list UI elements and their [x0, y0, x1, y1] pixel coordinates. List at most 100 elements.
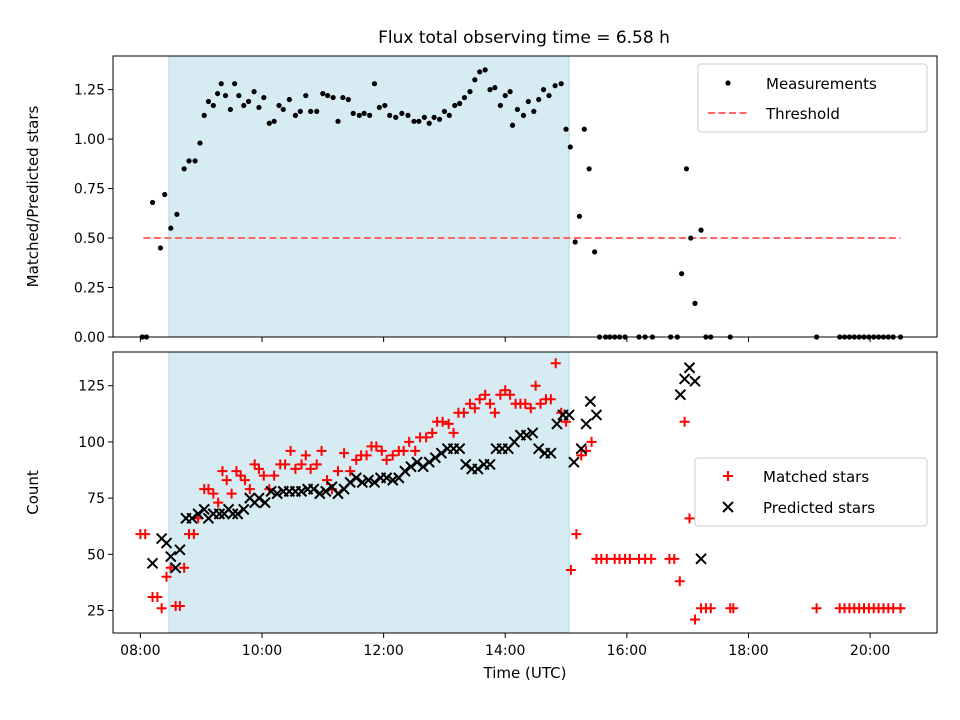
top-series-0-point-3 — [157, 245, 164, 251]
bottom-xtick-label-5: 18:00 — [728, 643, 768, 659]
top-series-0-point-82 — [563, 126, 569, 132]
bottom-xtick-label-6: 20:00 — [850, 643, 890, 659]
bottom-series-1-point-4 — [169, 562, 182, 574]
bottom-series-0-point-28 — [269, 470, 280, 481]
bottom-series-1-point-80 — [689, 375, 701, 387]
bottom-ylabel: Count — [24, 470, 42, 515]
top-series-0-point-6 — [174, 211, 180, 217]
top-series-0-point-80 — [552, 83, 558, 89]
bottom-series-0-point-64 — [464, 398, 475, 409]
top-series-0-point-56 — [431, 114, 437, 120]
top-panel: 0.00 0.25 0.50 0.75 1.00 1.25 Matched/Predicte… — [24, 55, 938, 346]
top-series-0-point-29 — [286, 96, 292, 103]
top-series-0-point-64 — [472, 77, 478, 83]
bottom-series-1-point-38 — [362, 474, 375, 486]
top-series-0-point-76 — [531, 108, 537, 115]
bottom-series-1-point-31 — [320, 485, 332, 498]
bottom-series-1-point-54 — [460, 458, 472, 471]
bottom-series-0-point-88 — [586, 436, 597, 447]
bottom-series-0-point-36 — [311, 459, 322, 470]
top-series-0-point-77 — [536, 96, 542, 103]
bottom-series-0-point-32 — [290, 463, 301, 474]
top-ytick-label-5: 1.25 — [74, 83, 105, 99]
bottom-series-1-point-76 — [590, 409, 603, 421]
bottom-series-0-point-69 — [489, 407, 500, 418]
bottom-series-1-point-22 — [265, 485, 277, 498]
chart-title: Flux total observing time = 6.58 h — [378, 28, 670, 48]
bottom-series-1-point-64 — [520, 429, 533, 441]
bottom-series-0-point-53 — [404, 436, 415, 447]
top-series-0-point-65 — [477, 69, 483, 75]
bottom-series-0-point-109 — [728, 603, 739, 614]
bottom-series-1-point-16 — [231, 508, 244, 520]
bottom-series-1-point-27 — [295, 485, 308, 498]
bottom-series-0-point-80 — [545, 394, 556, 405]
top-series-0-point-24 — [261, 94, 267, 101]
top-ytick-label-2: 0.50 — [74, 231, 105, 247]
top-series-0-point-8 — [186, 158, 192, 164]
bottom-series-1-point-9 — [198, 503, 210, 516]
top-series-0-point-25 — [266, 120, 272, 126]
bottom-series-1-point-65 — [526, 427, 539, 439]
bottom-series-1-point-33 — [332, 487, 344, 500]
bottom-series-0-point-72 — [505, 389, 516, 400]
top-series-0-point-13 — [210, 102, 216, 109]
bottom-xtick-label-4: 16:00 — [607, 643, 647, 659]
bottom-series-0-point-43 — [351, 454, 362, 465]
bottom-series-0-point-78 — [535, 398, 546, 409]
bottom-series-0-point-61 — [448, 427, 459, 438]
bottom-series-0-point-1 — [140, 529, 151, 540]
bottom-series-1-point-21 — [259, 496, 271, 509]
bottom-series-0-point-107 — [705, 603, 716, 614]
top-markers — [139, 67, 904, 340]
top-series-0-point-42 — [356, 112, 362, 118]
top-series-0-point-74 — [520, 112, 527, 118]
bottom-series-0-point-3 — [152, 592, 163, 603]
bottom-series-1-point-41 — [380, 472, 393, 484]
bottom-series-1-point-72 — [568, 456, 580, 468]
top-series-0-point-102 — [688, 235, 694, 241]
top-series-0-point-10 — [197, 140, 203, 146]
top-series-0-point-104 — [698, 227, 704, 233]
bottom-series-1-point-29 — [307, 483, 320, 495]
top-series-0-point-49 — [393, 114, 399, 120]
bottom-series-0-point-47 — [371, 441, 382, 452]
bottom-series-1-point-17 — [238, 503, 250, 516]
bottom-series-0-point-65 — [469, 403, 480, 414]
top-series-0-point-21 — [246, 98, 252, 105]
bottom-series-0-point-48 — [376, 445, 387, 456]
bottom-series-1-point-50 — [435, 447, 448, 459]
bottom-series-0-point-84 — [565, 565, 576, 576]
top-series-0-point-45 — [371, 81, 378, 87]
legend-measurements-label: Measurements — [766, 75, 877, 93]
bottom-series-0-point-41 — [339, 448, 350, 459]
top-series-0-point-15 — [218, 81, 224, 87]
top-series-0-point-37 — [330, 94, 336, 101]
top-series-0-point-39 — [340, 94, 346, 101]
bottom-series-0-point-68 — [485, 398, 496, 409]
bottom-series-0-point-54 — [410, 445, 421, 456]
top-series-0-point-48 — [387, 112, 393, 118]
top-series-0-point-75 — [525, 98, 531, 105]
bottom-series-1-point-77 — [674, 389, 687, 401]
bottom-series-1-point-78 — [678, 373, 691, 385]
top-series-0-point-55 — [426, 120, 432, 126]
top-series-0-point-36 — [325, 92, 331, 99]
top-series-0-point-14 — [214, 90, 221, 97]
bottom-series-0-point-71 — [500, 385, 511, 396]
bottom-markers — [135, 358, 906, 625]
top-series-0-point-23 — [256, 104, 262, 111]
top-series-0-point-20 — [241, 102, 247, 109]
bottom-series-0-point-95 — [624, 553, 635, 564]
top-series-0-point-9 — [192, 158, 198, 164]
legend-threshold-label: Threshold — [765, 105, 840, 123]
top-series-0-point-5 — [168, 225, 174, 231]
bottom-shaded-interval — [168, 351, 570, 634]
bottom-series-0-point-18 — [221, 475, 232, 486]
top-series-0-point-17 — [227, 106, 233, 113]
bottom-series-0-point-4 — [156, 603, 167, 614]
bottom-series-0-point-60 — [443, 418, 454, 429]
bottom-series-0-point-66 — [474, 394, 485, 405]
top-series-0-point-16 — [222, 92, 229, 99]
bottom-series-0-point-101 — [674, 576, 685, 587]
